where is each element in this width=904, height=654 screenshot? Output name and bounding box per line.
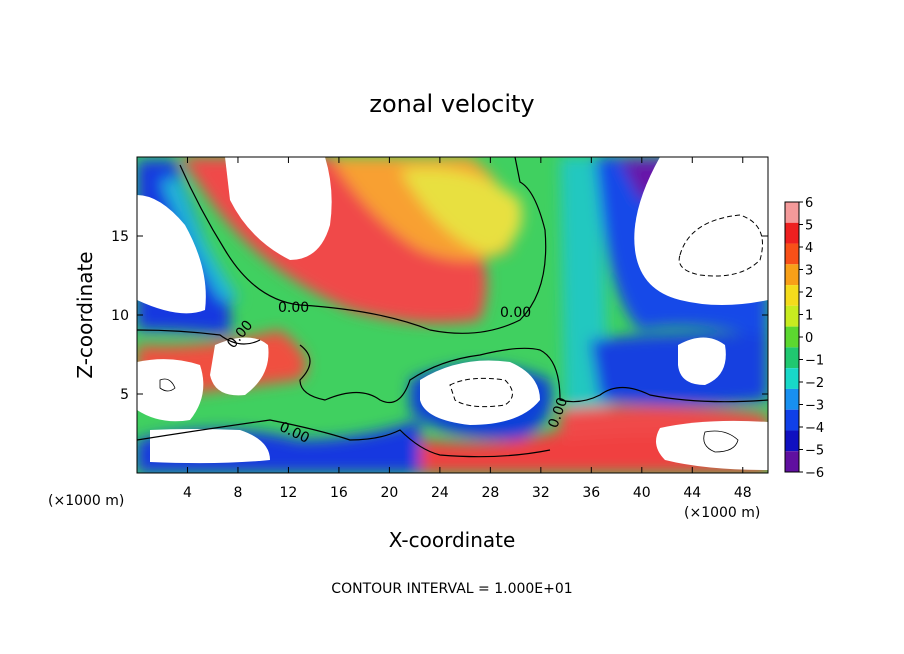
colorbar-swatch bbox=[785, 409, 799, 431]
positive-contours bbox=[159, 378, 739, 453]
white-region-lower-left bbox=[137, 359, 204, 422]
colorbar-swatch bbox=[785, 347, 799, 369]
field-yellow-core bbox=[400, 168, 522, 255]
x-axis-label: X-coordinate bbox=[389, 528, 516, 552]
contour-label: 0.00 bbox=[500, 305, 531, 321]
white-region-mid-left bbox=[210, 337, 269, 396]
colorbar-label: 5 bbox=[805, 219, 813, 234]
contour-zero-lower bbox=[137, 419, 551, 458]
zero-contours bbox=[137, 157, 768, 458]
x-unit-label-right: (×1000 m) bbox=[684, 505, 760, 521]
colorbar-label: −2 bbox=[805, 376, 824, 391]
colorbar-swatch bbox=[785, 264, 799, 286]
y-tick-label: 5 bbox=[120, 387, 129, 403]
white-region-left bbox=[137, 195, 206, 314]
colorbar-label: −4 bbox=[805, 421, 824, 436]
colorbar-swatch bbox=[785, 388, 799, 410]
contour-negative-right bbox=[678, 214, 763, 277]
colorbar-swatch bbox=[785, 222, 799, 244]
white-region-bottom-left bbox=[150, 429, 270, 464]
colorbar-swatch bbox=[785, 202, 799, 223]
colorbar-swatch bbox=[785, 243, 799, 265]
colorbar-label: −3 bbox=[805, 399, 824, 414]
contour-label: 0.00 bbox=[278, 300, 309, 316]
contour-interval-note: CONTOUR INTERVAL = 1.000E+01 bbox=[331, 581, 572, 597]
y-tick-label: 10 bbox=[111, 308, 129, 324]
white-region-top-right bbox=[634, 157, 768, 305]
colorbar-label: −5 bbox=[805, 444, 824, 459]
contour-zero-left bbox=[137, 329, 261, 345]
colorbar-swatch bbox=[785, 451, 799, 472]
x-tick-label: 28 bbox=[481, 485, 499, 501]
white-region-center bbox=[420, 360, 540, 425]
colorbar-label: 2 bbox=[805, 286, 813, 301]
white-region-lower-right bbox=[656, 420, 768, 470]
contour-zero-middle bbox=[299, 344, 768, 404]
x-tick-label: 32 bbox=[532, 485, 550, 501]
white-region-right-mid bbox=[678, 337, 726, 385]
x-tick-label: 36 bbox=[582, 485, 600, 501]
y-axis-label: Z-coordinate bbox=[73, 251, 97, 378]
colorbar-label: −1 bbox=[805, 354, 824, 369]
x-tick-label: 44 bbox=[683, 485, 701, 501]
contour-zero-upper bbox=[179, 157, 547, 334]
colorbar: 6 5 4 3 2 1 0 −1 −2 −3 −4 −5 −6 bbox=[784, 196, 824, 481]
colorbar-swatch bbox=[785, 326, 799, 348]
x-unit-label-left: (×1000 m) bbox=[48, 493, 124, 509]
colorbar-swatch bbox=[785, 285, 799, 306]
contour-positive-lower-right bbox=[703, 430, 739, 453]
contour-positive-lower-left bbox=[159, 378, 176, 392]
y-tick-label: 15 bbox=[111, 229, 129, 245]
x-tick-label: 16 bbox=[330, 485, 348, 501]
x-tick-label: 12 bbox=[280, 485, 298, 501]
chart-title: zonal velocity bbox=[369, 90, 534, 118]
contour-negative-center bbox=[449, 377, 513, 408]
colorbar-label: 6 bbox=[805, 196, 813, 211]
x-tick-label: 4 bbox=[183, 485, 192, 501]
x-axis: 4 8 12 16 20 24 28 32 36 40 44 48 bbox=[183, 157, 752, 501]
colorbar-label: 3 bbox=[805, 264, 813, 279]
x-tick-label: 40 bbox=[633, 485, 651, 501]
colorbar-swatch bbox=[785, 305, 799, 327]
negative-contours bbox=[449, 214, 763, 408]
colorbar-label: 4 bbox=[805, 241, 813, 256]
colorbar-swatch bbox=[785, 430, 799, 452]
white-region-top-left bbox=[225, 157, 332, 260]
x-tick-label: 8 bbox=[233, 485, 242, 501]
colorbar-label: 0 bbox=[805, 331, 813, 346]
plot-area bbox=[137, 157, 768, 473]
colorbar-swatch bbox=[785, 368, 799, 389]
y-axis: 5 10 15 bbox=[111, 229, 768, 403]
colorbar-label: 1 bbox=[805, 309, 813, 324]
x-tick-label: 20 bbox=[380, 485, 398, 501]
colorbar-label: −6 bbox=[805, 466, 824, 481]
x-tick-label: 48 bbox=[734, 485, 752, 501]
saturated-regions bbox=[137, 157, 768, 470]
field-cyan-left bbox=[160, 180, 240, 300]
x-tick-label: 24 bbox=[431, 485, 449, 501]
